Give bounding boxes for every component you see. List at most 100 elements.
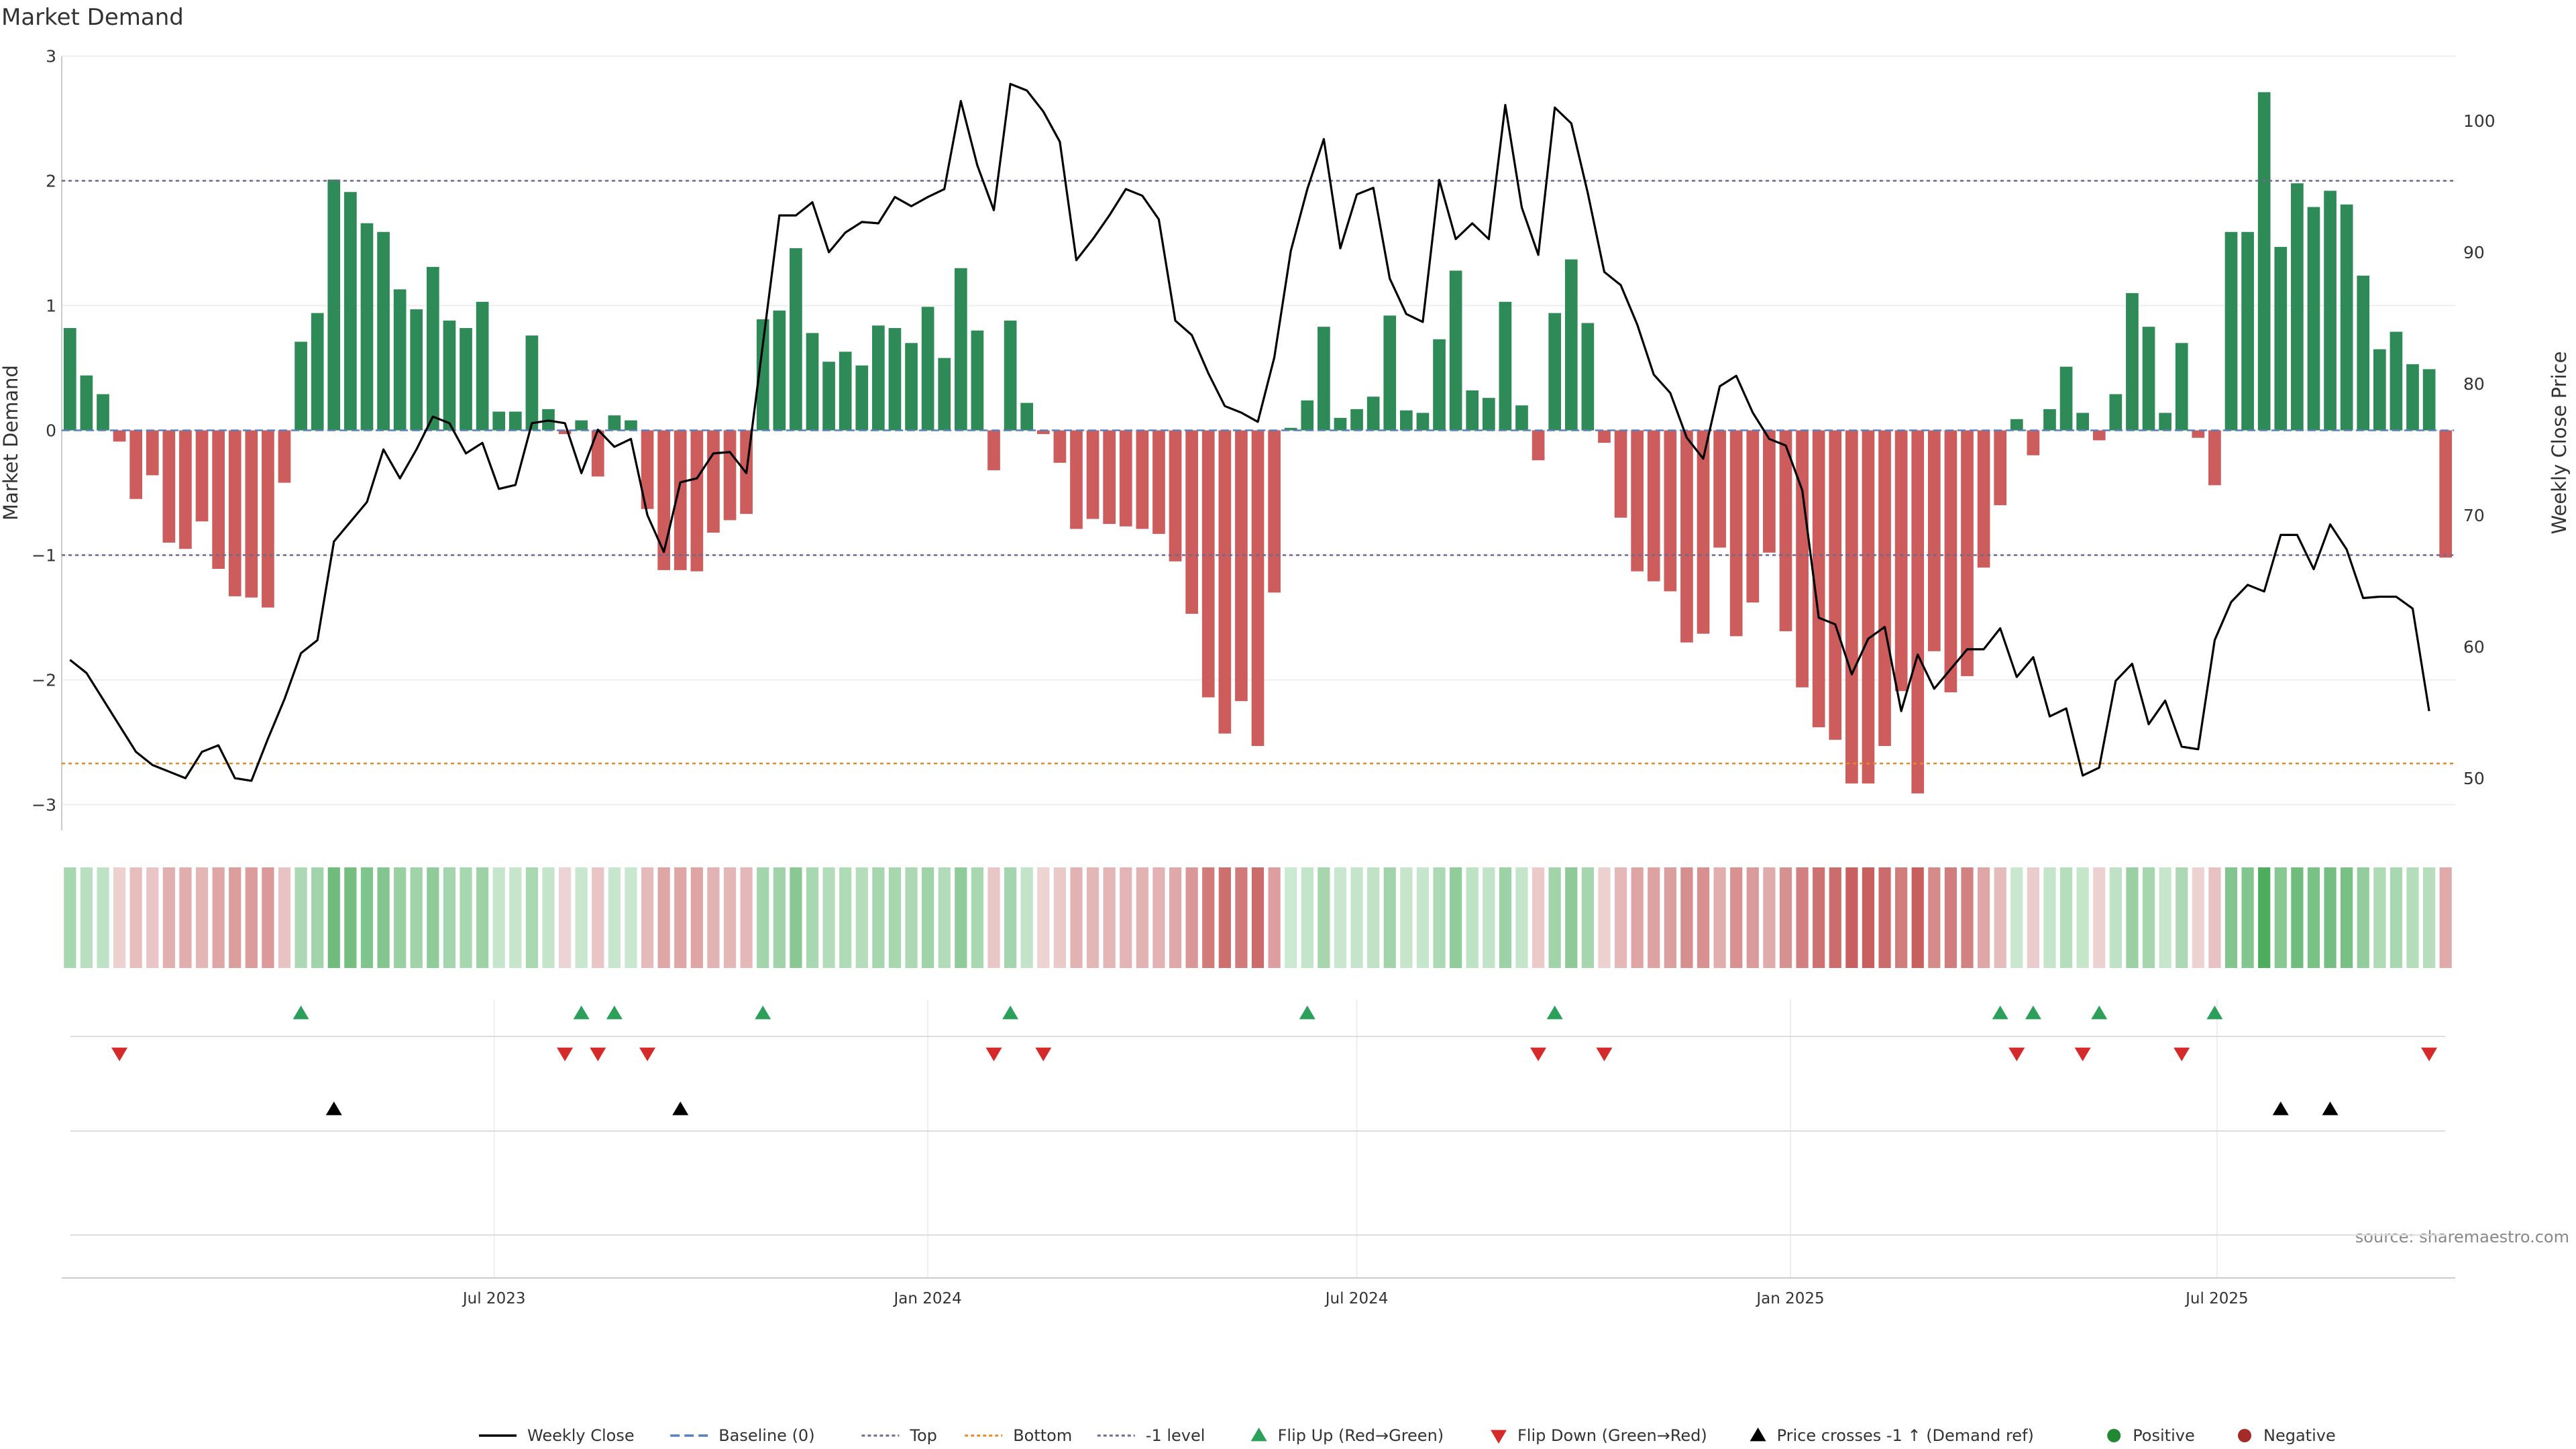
heat-cell (971, 867, 984, 968)
demand-bar (2076, 413, 2090, 431)
demand-bar (1862, 430, 1875, 784)
heat-cell (2093, 867, 2106, 968)
heat-cell (427, 867, 439, 968)
heat-cell (1779, 867, 1792, 968)
demand-bar (1020, 402, 1034, 431)
demand-bar (476, 301, 489, 431)
heat-cell (1845, 867, 1858, 968)
heat-cell (2423, 867, 2436, 968)
demand-bar (822, 362, 835, 431)
heat-cell (542, 867, 555, 968)
demand-bar (327, 179, 341, 431)
demand-bar (1631, 430, 1644, 572)
left-tick-label: 0 (46, 421, 56, 441)
heat-cell (806, 867, 819, 968)
demand-bar (1268, 430, 1281, 593)
demand-bar (393, 289, 407, 431)
heat-cell (1664, 867, 1676, 968)
demand-bar (2257, 92, 2271, 431)
demand-bar (1515, 405, 1528, 431)
demand-bar (278, 430, 291, 483)
demand-bar (2390, 331, 2403, 431)
demand-bar (558, 430, 572, 435)
heat-cell (1466, 867, 1479, 968)
demand-bar (2406, 364, 2419, 431)
demand-bar (1499, 301, 1512, 431)
demand-bar (1944, 430, 1957, 693)
heat-cell (1120, 867, 1132, 968)
heat-cell (1383, 867, 1396, 968)
price-cross-marker (2272, 1102, 2289, 1116)
flip-up-marker (292, 1006, 309, 1020)
heat-cell (1268, 867, 1281, 968)
heat-cell (1152, 867, 1165, 968)
demand-bar (1564, 259, 1578, 431)
legend-label: Positive (2133, 1426, 2195, 1445)
demand-bar (508, 411, 522, 431)
demand-bar (806, 333, 819, 431)
heat-cell (460, 867, 472, 968)
heat-cell (1911, 867, 1924, 968)
demand-bar (1713, 430, 1726, 548)
left-tick-label: −1 (32, 546, 56, 566)
heat-cell (1483, 867, 1495, 968)
heat-cell (212, 867, 225, 968)
demand-bar (839, 352, 852, 431)
legend-label: Price crosses -1 ↑ (Demand ref) (1777, 1426, 2034, 1445)
demand-bar (1894, 430, 1908, 692)
demand-bar (2422, 369, 2436, 431)
x-tick-label: Jan 2024 (892, 1290, 961, 1307)
heat-cell (2159, 867, 2171, 968)
heat-cell (2192, 867, 2204, 968)
heat-cell (723, 867, 737, 968)
heat-cell (294, 867, 307, 968)
heat-cell (872, 867, 885, 968)
demand-bar (674, 430, 687, 570)
heat-cell (327, 867, 340, 968)
right-tick-label: 90 (2463, 243, 2485, 262)
left-tick-label: 3 (46, 47, 56, 66)
heat-cell (608, 867, 621, 968)
heat-cell (1763, 867, 1776, 968)
demand-bar (2043, 409, 2056, 431)
heat-cell (410, 867, 423, 968)
heat-cell (2208, 867, 2221, 968)
heat-cell (2341, 867, 2353, 968)
demand-bar (921, 307, 934, 431)
demand-bar (1433, 339, 1446, 431)
heat-cell (377, 867, 390, 968)
demand-bar (1664, 430, 1677, 592)
legend-swatch (1250, 1428, 1267, 1442)
demand-bar (2224, 231, 2238, 431)
right-tick-label: 70 (2463, 506, 2485, 525)
demand-bar (146, 430, 159, 476)
heat-cell (2324, 867, 2337, 968)
demand-bar (1466, 390, 1479, 431)
demand-bar (360, 223, 374, 431)
demand-bar (1763, 430, 1776, 553)
legend-label: Flip Down (Green→Red) (1517, 1426, 1707, 1445)
demand-bar (2159, 413, 2171, 431)
left-tick-label: −3 (32, 796, 56, 815)
heat-cell (1285, 867, 1297, 968)
flip-down-marker (1596, 1047, 1613, 1061)
demand-bar (1796, 430, 1809, 688)
heat-cell (2126, 867, 2139, 968)
heat-cell (1928, 867, 1941, 968)
demand-bar (2291, 183, 2304, 431)
heat-cell (905, 867, 918, 968)
flip-down-marker (111, 1047, 128, 1061)
demand-bar (2241, 231, 2254, 431)
heat-cell (229, 867, 241, 968)
heat-cell (1977, 867, 1990, 968)
demand-bar (641, 430, 654, 509)
demand-bar (179, 430, 192, 549)
heat-cell (146, 867, 159, 968)
demand-bar (954, 268, 967, 431)
demand-bar (1581, 323, 1595, 431)
demand-bar (525, 335, 539, 431)
heat-cell (1515, 867, 1528, 968)
demand-bar (2324, 191, 2337, 431)
heat-cell (1334, 867, 1347, 968)
flip-up-marker (2091, 1006, 2108, 1020)
